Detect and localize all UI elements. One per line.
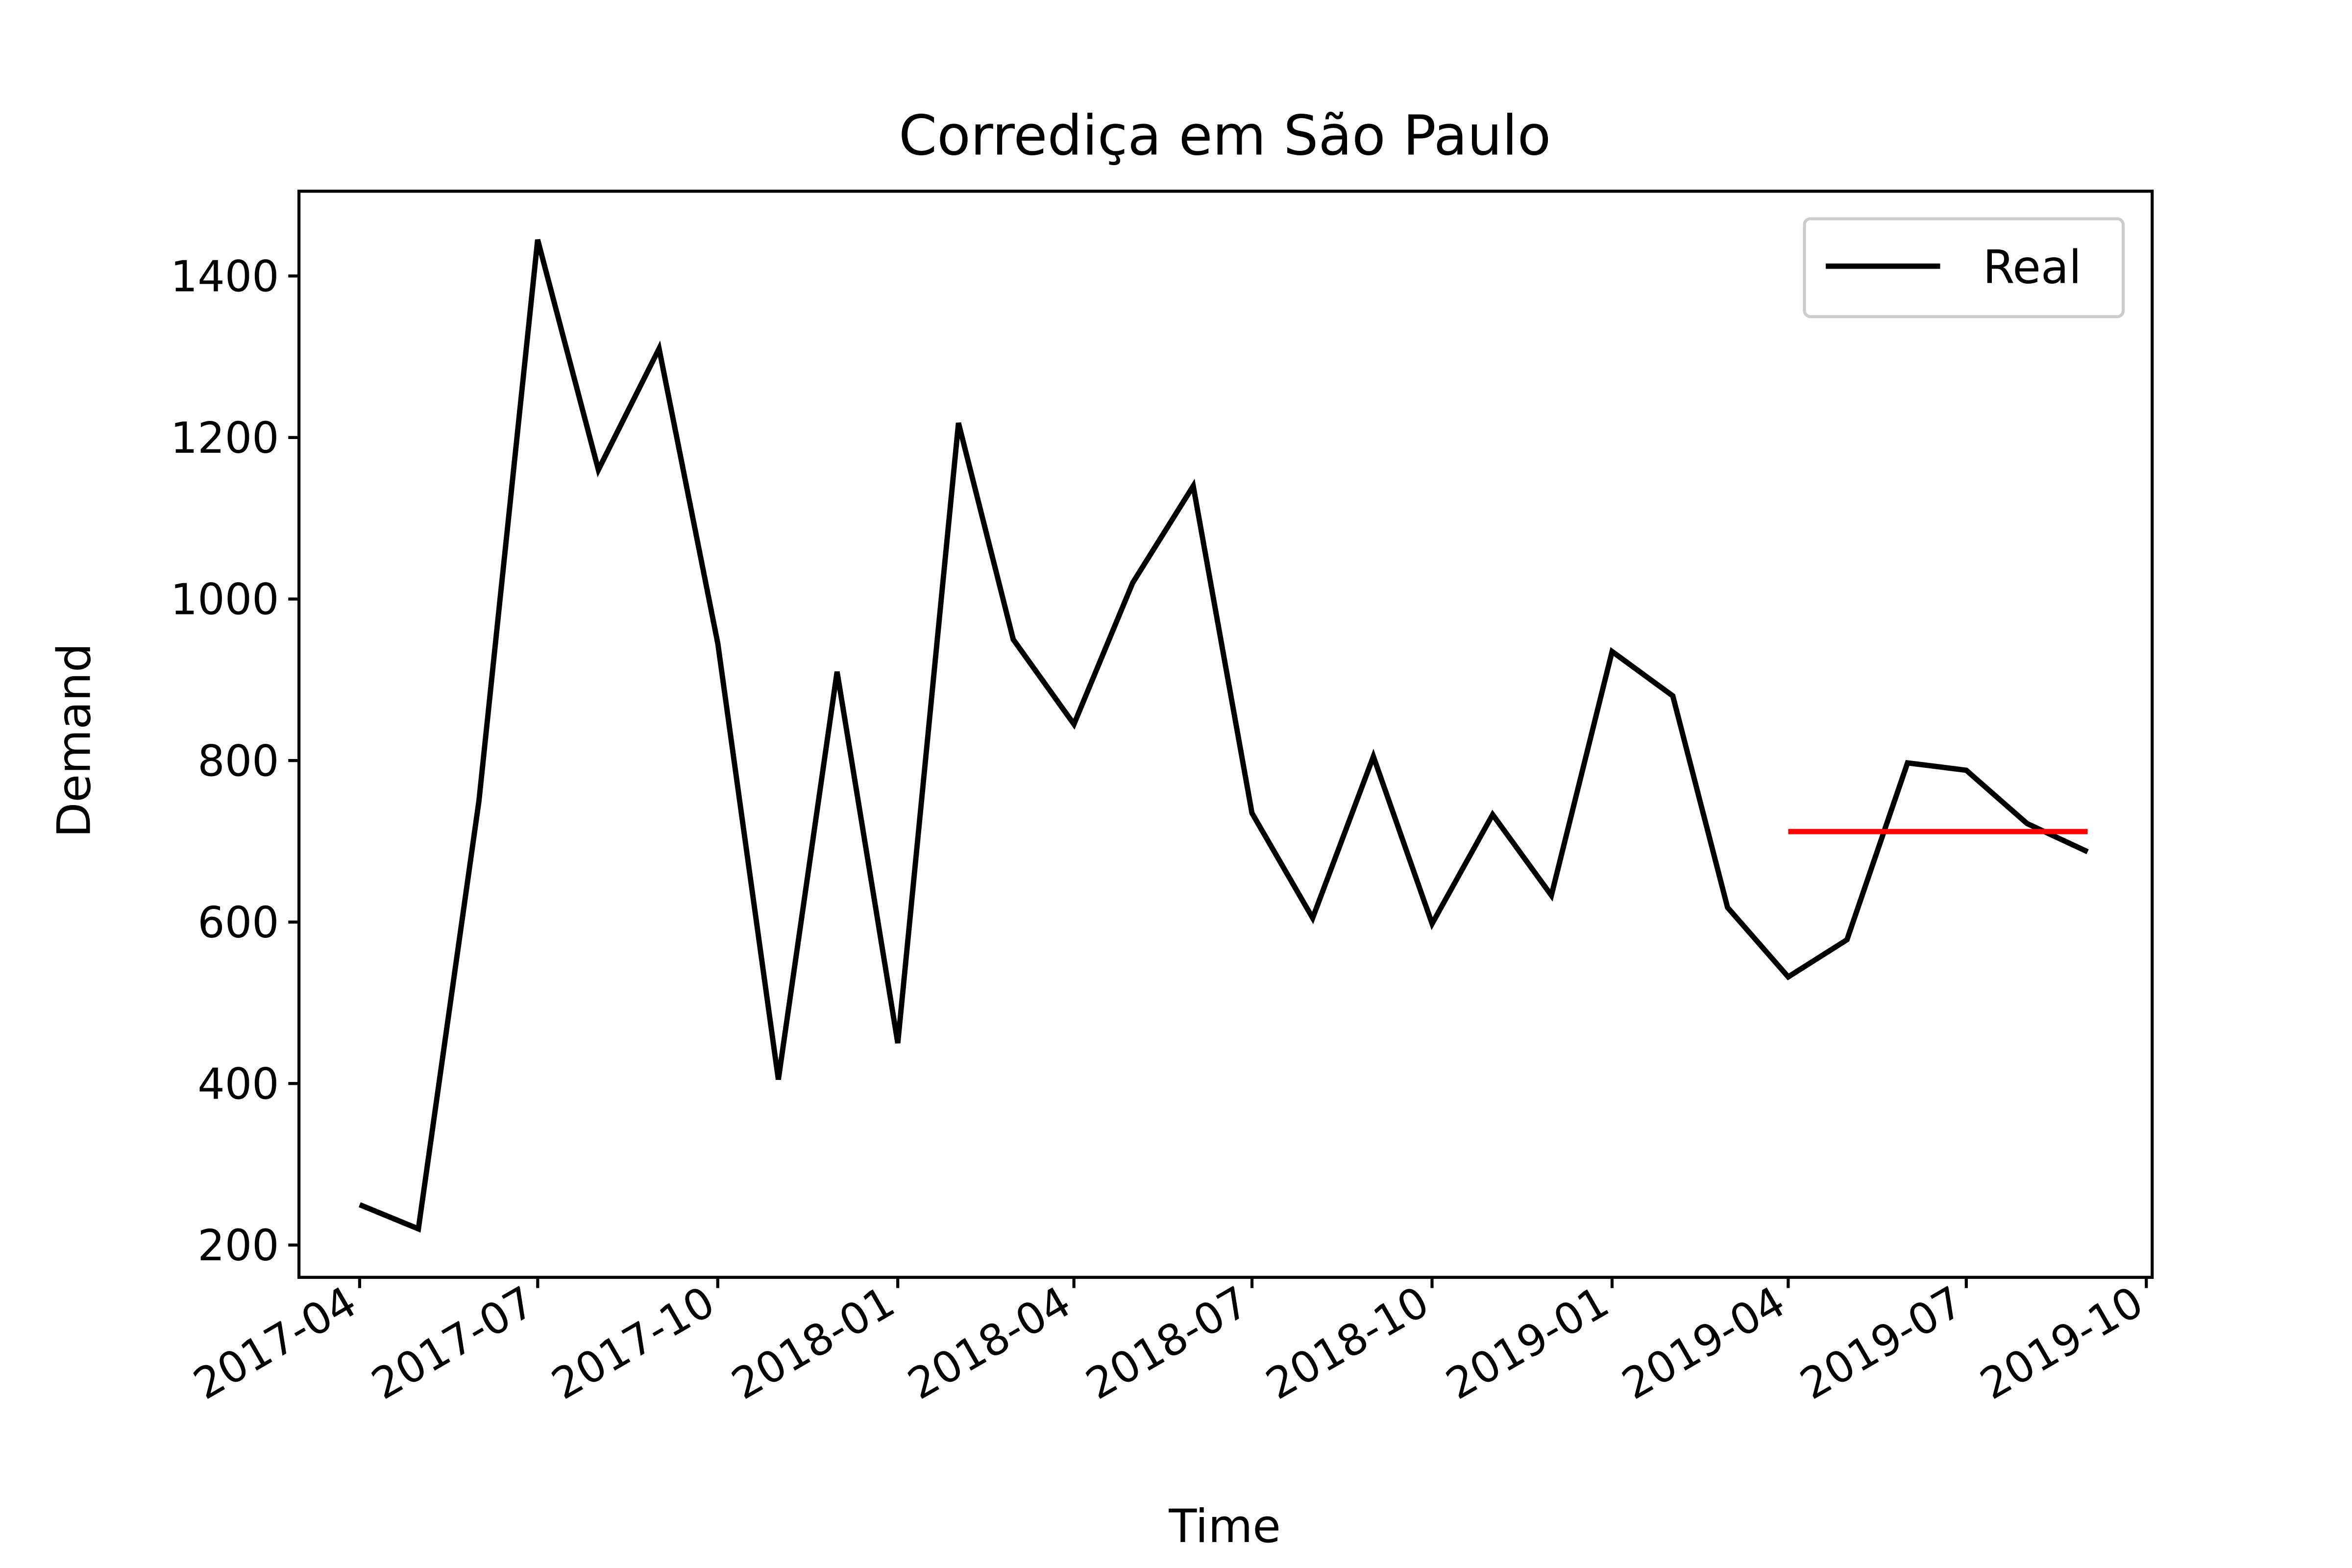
y-axis: 200 400 600 800 1000 1200 1400: [171, 251, 299, 1271]
y-tick-label: 200: [197, 1221, 279, 1271]
chart-title: Corrediça em São Paulo: [899, 104, 1551, 168]
x-tick-label: 2017-07: [364, 1276, 543, 1409]
y-axis-label: Demand: [48, 643, 101, 837]
x-axis-label: Time: [1168, 1500, 1281, 1553]
y-tick-label: 1000: [171, 575, 279, 625]
x-tick-label: 2018-07: [1078, 1276, 1257, 1409]
x-tick-label: 2019-01: [1438, 1276, 1617, 1409]
x-tick-label: 2019-04: [1614, 1276, 1793, 1409]
x-tick-label: 2018-10: [1258, 1276, 1437, 1409]
plot-frame: [297, 190, 2154, 1279]
x-tick-label: 2019-07: [1792, 1276, 1971, 1409]
x-tick-label: 2017-04: [185, 1276, 365, 1409]
series-line-real: [358, 239, 2089, 1233]
legend: Real: [1803, 217, 2125, 318]
x-tick-label: 2017-10: [543, 1276, 723, 1409]
y-tick-label: 1400: [171, 251, 279, 301]
plot-area: [358, 239, 2089, 1233]
legend-box: [1803, 217, 2125, 318]
legend-label-real: Real: [1983, 241, 2082, 294]
x-tick-label: 2019-10: [1972, 1276, 2151, 1409]
x-tick-label: 2018-04: [900, 1276, 1079, 1409]
y-tick-label: 600: [197, 898, 279, 948]
y-tick-label: 800: [197, 736, 279, 786]
y-tick-label: 400: [197, 1059, 279, 1109]
y-tick-label: 1200: [171, 413, 279, 463]
x-tick-label: 2018-01: [723, 1276, 903, 1409]
